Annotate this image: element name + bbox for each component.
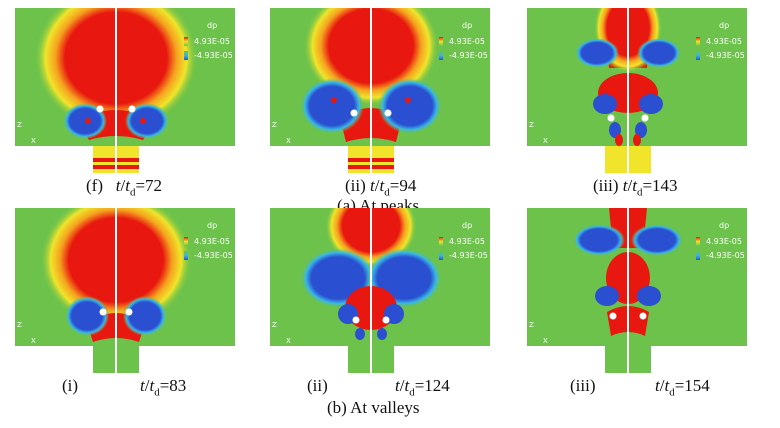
z-axis-label: Z <box>272 121 277 129</box>
pressure-contour-plot <box>15 208 235 373</box>
panel-caption: (ii) <box>307 376 328 395</box>
panel-caption: t/td=154 <box>655 376 710 399</box>
pressure-contour-plot <box>270 208 490 373</box>
x-axis-label: X <box>31 337 36 345</box>
contour-panel-f: dp 4.93E-05 -4.93E-05 Z X <box>15 8 235 173</box>
legend-min: -4.93E-05 <box>706 251 745 260</box>
panel-caption: (f) t/td=72 <box>86 176 163 199</box>
panel-caption: (ii) t/td=94 <box>345 176 417 199</box>
legend-min: -4.93E-05 <box>449 51 488 60</box>
legend-min: -4.93E-05 <box>194 251 233 260</box>
legend-max: 4.93E-05 <box>449 37 485 46</box>
legend-title: dp <box>719 21 730 30</box>
panel-caption: (i) <box>62 376 79 395</box>
legend-title: dp <box>207 221 218 230</box>
panel-caption: t/td=124 <box>395 376 450 399</box>
panel-caption: (iii) <box>570 376 596 395</box>
pressure-contour-plot <box>527 208 747 373</box>
x-axis-label: X <box>543 337 548 345</box>
legend-max: 4.93E-05 <box>194 37 230 46</box>
x-axis-label: X <box>31 137 36 145</box>
x-axis-label: X <box>286 337 291 345</box>
pressure-contour-plot <box>270 8 490 173</box>
x-axis-label: X <box>286 137 291 145</box>
legend-title: dp <box>719 221 730 230</box>
contour-panel-iii-peak: dp 4.93E-05 -4.93E-05 Z X <box>527 8 747 173</box>
legend-min: -4.93E-05 <box>706 51 745 60</box>
pressure-contour-plot <box>527 8 747 173</box>
panel-caption: t/td=83 <box>140 376 187 399</box>
panel-caption: (iii) t/td=143 <box>593 176 678 199</box>
contour-panel-ii-peak: dp 4.93E-05 -4.93E-05 Z X <box>270 8 490 173</box>
z-axis-label: Z <box>529 321 534 329</box>
group-label-valleys: (b) At valleys <box>327 398 420 417</box>
legend-max: 4.93E-05 <box>194 237 230 246</box>
contour-panel-i-valley: dp 4.93E-05 -4.93E-05 Z X <box>15 208 235 373</box>
legend-title: dp <box>207 21 218 30</box>
legend-max: 4.93E-05 <box>706 237 742 246</box>
legend-title: dp <box>462 21 473 30</box>
z-axis-label: Z <box>272 321 277 329</box>
pressure-contour-plot <box>15 8 235 173</box>
legend-max: 4.93E-05 <box>449 237 485 246</box>
legend-min: -4.93E-05 <box>194 51 233 60</box>
contour-panel-ii-valley: dp 4.93E-05 -4.93E-05 Z X <box>270 208 490 373</box>
legend-max: 4.93E-05 <box>706 37 742 46</box>
legend-min: -4.93E-05 <box>449 251 488 260</box>
legend-title: dp <box>462 221 473 230</box>
x-axis-label: X <box>543 137 548 145</box>
z-axis-label: Z <box>17 321 22 329</box>
z-axis-label: Z <box>17 121 22 129</box>
contour-panel-iii-valley: dp 4.93E-05 -4.93E-05 Z X <box>527 208 747 373</box>
z-axis-label: Z <box>529 121 534 129</box>
